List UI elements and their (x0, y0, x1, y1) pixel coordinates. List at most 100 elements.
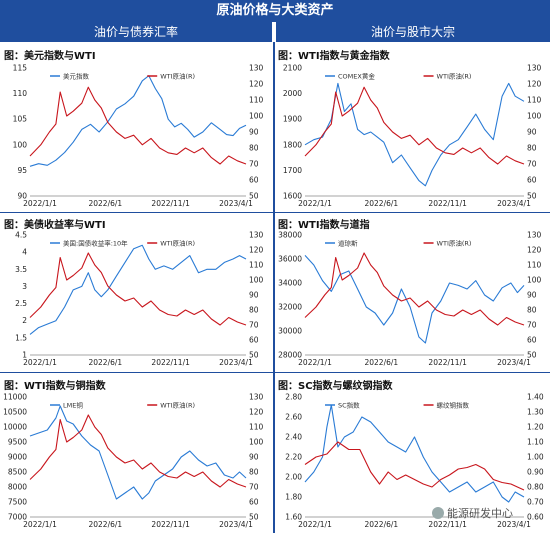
x-tick-label: 2023/4/1 (219, 520, 253, 529)
y-right-tick-label: 120 (527, 80, 542, 89)
series-line (304, 255, 525, 344)
y-left-tick-label: 32000 (278, 303, 302, 312)
x-tick-label: 2022/6/1 (364, 520, 398, 529)
x-tick-label: 2022/1/1 (298, 520, 332, 529)
chart-wti-dow: 28000 30000 32000 34000 36000 38000 50 60 70 80 90… (278, 231, 542, 368)
y-left-tick-label: 2 (22, 316, 27, 325)
chart-1-title: 图：美元指数与WTI (4, 51, 96, 62)
y-left-tick-label: 2000 (283, 89, 302, 98)
series-line (304, 86, 525, 165)
x-tick-label: 2022/6/1 (88, 358, 122, 367)
y-left-tick-label: 1 (22, 351, 27, 360)
series-line (304, 252, 525, 326)
y-left-tick-label: 110 (13, 89, 28, 98)
watermark: 能源研发中心 (432, 505, 513, 521)
y-right-tick-label: 70 (527, 321, 537, 330)
main-title: 原油价格与大类资产 (0, 0, 550, 22)
y-left-tick-label: 1.60 (285, 513, 302, 522)
y-left-tick-label: 4 (22, 248, 27, 257)
y-right-tick-label: 110 (249, 423, 264, 432)
y-left-tick-label: 1800 (283, 140, 302, 149)
series-line (29, 75, 247, 167)
legend-label: 美元指数 (63, 72, 90, 81)
y-left-tick-label: 90 (17, 192, 27, 201)
y-left-tick-label: 8000 (8, 483, 27, 492)
y-left-tick-label: 2.60 (285, 413, 302, 422)
series-line (29, 86, 247, 165)
y-right-tick-label: 90 (249, 128, 259, 137)
y-right-tick-label: 50 (249, 513, 259, 522)
legend-label: 道琼斯 (338, 239, 358, 248)
legend-label: 螺纹钢指数 (437, 401, 470, 410)
y-right-tick-label: 60 (249, 176, 259, 185)
y-left-tick-label: 2.00 (285, 473, 302, 482)
y-right-tick-label: 100 (249, 112, 264, 121)
y-right-tick-label: 110 (249, 261, 264, 270)
y-left-tick-label: 11000 (3, 393, 27, 402)
y-right-tick-label: 80 (527, 144, 537, 153)
y-right-tick-label: 130 (527, 64, 542, 73)
y-right-tick-label: 70 (527, 160, 537, 169)
x-tick-label: 2022/11/1 (428, 358, 467, 367)
chart-5-title: 图：WTI指数与铜指数 (4, 381, 106, 392)
y-right-tick-label: 80 (249, 306, 259, 315)
x-tick-label: 2022/1/1 (298, 358, 332, 367)
x-tick-label: 2022/11/1 (151, 520, 190, 529)
y-right-tick-label: 1.40 (527, 393, 544, 402)
legend-label: WTI原油(R) (437, 72, 472, 81)
x-tick-label: 2023/4/1 (497, 358, 531, 367)
y-left-tick-label: 1.5 (15, 333, 27, 342)
y-right-tick-label: 90 (527, 128, 537, 137)
y-right-tick-label: 70 (249, 483, 259, 492)
x-tick-label: 2022/6/1 (364, 199, 398, 208)
x-tick-label: 2022/6/1 (88, 520, 122, 529)
y-left-tick-label: 1600 (283, 192, 302, 201)
y-right-tick-label: 50 (527, 351, 537, 360)
y-right-tick-label: 80 (249, 144, 259, 153)
y-right-tick-label: 80 (249, 468, 259, 477)
y-left-tick-label: 36000 (278, 255, 302, 264)
y-right-tick-label: 110 (527, 96, 542, 105)
y-right-tick-label: 120 (249, 80, 264, 89)
y-left-tick-label: 1.80 (285, 493, 302, 502)
y-left-tick-label: 9500 (8, 438, 27, 447)
row-divider (275, 212, 550, 213)
legend-label: WTI原油(R) (160, 401, 195, 410)
legend-label: SC指数 (338, 401, 360, 410)
y-right-tick-label: 110 (527, 261, 542, 270)
y-left-tick-label: 2.40 (285, 433, 302, 442)
y-right-tick-label: 90 (249, 453, 259, 462)
x-tick-label: 2023/4/1 (219, 358, 253, 367)
chart-4-title: 图：WTI指数与道指 (278, 220, 370, 231)
y-right-tick-label: 130 (249, 231, 264, 240)
legend-label: 美国:国债收益率:10年 (63, 239, 128, 248)
y-left-tick-label: 1700 (283, 166, 302, 175)
chart-2-title: 图：WTI指数与黄金指数 (278, 51, 390, 62)
y-left-tick-label: 95 (17, 166, 27, 175)
y-right-tick-label: 80 (527, 306, 537, 315)
x-tick-label: 2023/4/1 (497, 199, 531, 208)
y-left-tick-label: 10500 (3, 408, 27, 417)
y-right-tick-label: 60 (527, 176, 537, 185)
legend-label: WTI原油(R) (437, 239, 472, 248)
section-right-title: 油价与股市大宗 (276, 22, 550, 42)
y-left-tick-label: 38000 (278, 231, 302, 240)
wechat-icon (432, 507, 444, 519)
y-left-tick-label: 30000 (278, 327, 302, 336)
y-right-tick-label: 50 (249, 351, 259, 360)
x-tick-label: 2022/1/1 (23, 358, 57, 367)
y-right-tick-label: 70 (249, 321, 259, 330)
y-left-tick-label: 9000 (8, 453, 27, 462)
y-right-tick-label: 0.80 (527, 483, 544, 492)
y-right-tick-label: 50 (249, 192, 259, 201)
y-right-tick-label: 120 (527, 246, 542, 255)
y-right-tick-label: 0.60 (527, 513, 544, 522)
y-right-tick-label: 1.10 (527, 438, 544, 447)
x-tick-label: 2023/4/1 (219, 199, 253, 208)
y-right-tick-label: 90 (249, 291, 259, 300)
y-right-tick-label: 60 (527, 336, 537, 345)
row-divider (0, 372, 273, 373)
y-left-tick-label: 34000 (278, 279, 302, 288)
y-left-tick-label: 8500 (8, 468, 27, 477)
legend-label: LME铜 (63, 401, 83, 410)
